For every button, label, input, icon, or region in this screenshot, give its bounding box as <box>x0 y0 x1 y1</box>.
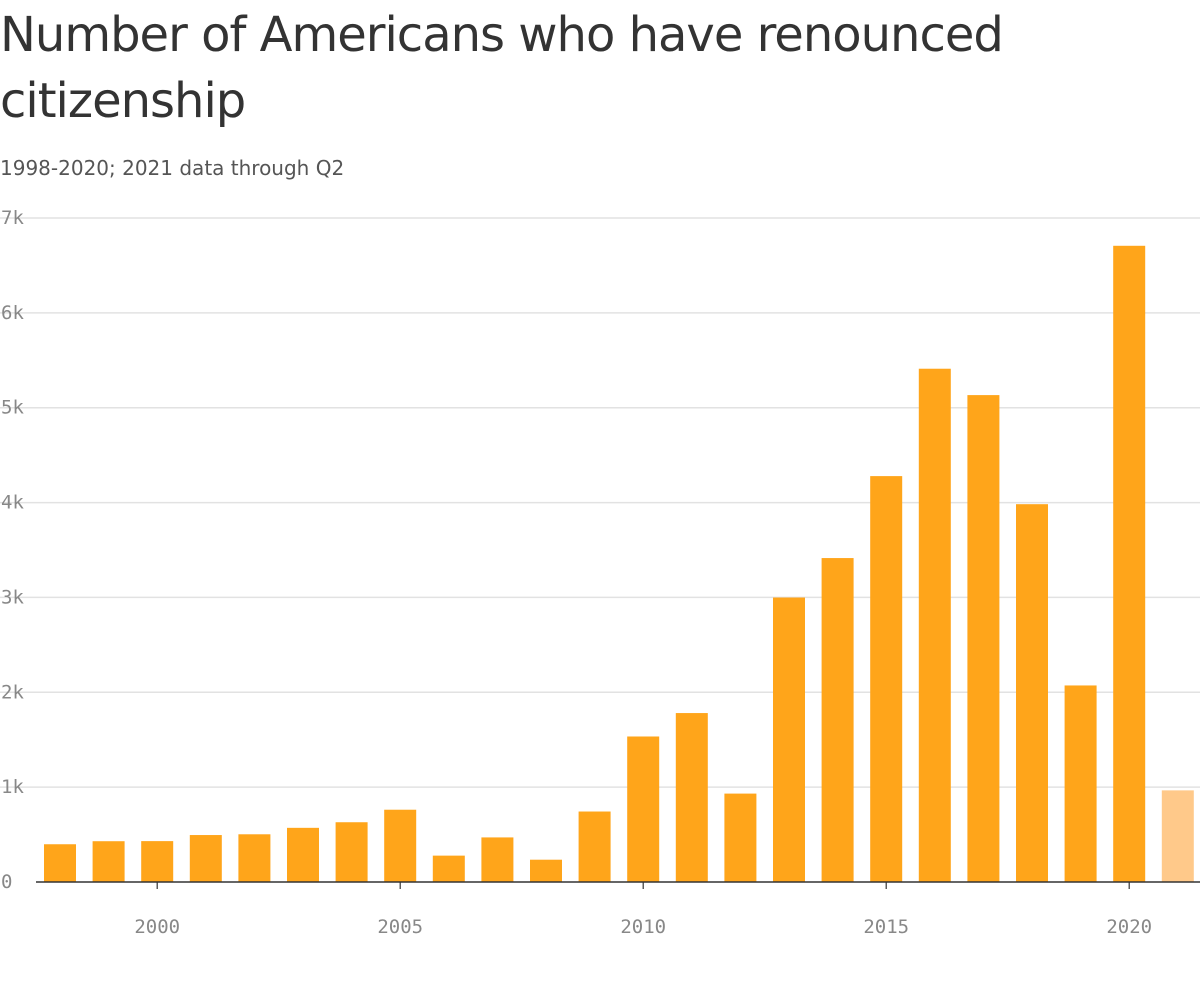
y-tick-label: 2k <box>1 681 24 703</box>
bar-2021 <box>1161 790 1194 882</box>
bar-2004 <box>335 822 368 882</box>
bar-2020 <box>1113 245 1146 882</box>
bar-2017 <box>967 395 1000 882</box>
bar-2003 <box>287 827 319 882</box>
y-tick-label: 4k <box>1 492 24 514</box>
bar-1998 <box>44 844 76 882</box>
y-tick-label: 1k <box>1 776 24 798</box>
chart-title: Number of Americans who have renounced c… <box>0 7 1004 129</box>
bar-2011 <box>675 713 708 882</box>
bar-2005 <box>384 809 417 882</box>
x-tick-label: 2000 <box>134 916 180 938</box>
y-tick-label: 5k <box>1 397 24 419</box>
x-tick-label: 2005 <box>377 916 423 938</box>
bar-2006 <box>432 855 465 882</box>
bar-2018 <box>1016 504 1048 882</box>
bar-2008 <box>530 859 562 882</box>
bar-1999 <box>92 841 125 882</box>
x-tick-label: 2020 <box>1106 916 1152 938</box>
bar-2015 <box>870 476 903 882</box>
y-tick-label: 7k <box>1 207 24 229</box>
bar-2012 <box>724 793 757 882</box>
x-tick-label: 2015 <box>863 916 909 938</box>
y-tick-label: 6k <box>1 302 24 324</box>
y-tick-label: 0 <box>1 871 12 893</box>
bar-2010 <box>627 736 660 882</box>
y-tick-label: 3k <box>1 586 24 608</box>
chart-subtitle: 1998-2020; 2021 data through Q2 <box>0 156 345 180</box>
bar-2009 <box>578 811 611 882</box>
bar-2016 <box>918 368 951 882</box>
bar-2007 <box>481 837 514 882</box>
bar-2001 <box>189 835 222 882</box>
bar-2019 <box>1064 685 1097 882</box>
x-tick-label: 2010 <box>620 916 666 938</box>
bar-2002 <box>238 834 271 882</box>
bar-2014 <box>821 558 854 882</box>
bar-2013 <box>773 597 805 882</box>
bar-2000 <box>141 841 174 882</box>
